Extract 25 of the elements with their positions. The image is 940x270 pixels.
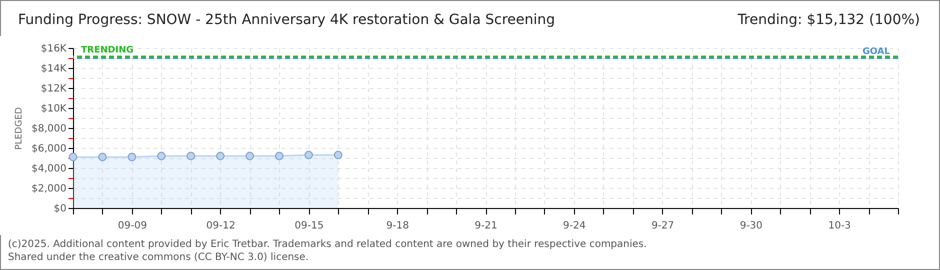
x-tick-label: 9-24: [563, 220, 586, 232]
y-tick-label: $12K: [40, 84, 67, 94]
y-tick-label: $6,000: [32, 144, 66, 154]
x-tick-label: 9-18: [386, 220, 409, 232]
x-tick-label: 9-21: [474, 220, 498, 232]
x-tick-label: 09-15: [294, 220, 324, 232]
y-tick-label: $16K: [40, 44, 67, 54]
y-tick-label: $4,000: [32, 164, 66, 174]
text: Shared under the creative commons (CC BY-NC 3.0) license.: [8, 252, 309, 263]
text: (c)2025. Additional content provided by Eric Tretbar. Trademarks and related content are owned by their respective companies.: [8, 239, 647, 250]
y-tick-label: $8,000: [32, 124, 66, 134]
y-tick-label: $14K: [40, 64, 67, 74]
x-tick-label: 10-3: [828, 220, 851, 232]
y-axis-title: PLEDGED: [14, 107, 25, 150]
y-tick-label: $10K: [40, 104, 67, 114]
chart-title: Funding Progress: SNOW - 25th Anniversary 4K restoration & Gala Screening: [18, 12, 556, 28]
y-tick-label: $0: [54, 204, 66, 214]
x-tick-label: 9-27: [651, 220, 674, 232]
y-tick-label: $2,000: [32, 184, 66, 194]
ref-line-label: GOAL: [862, 47, 890, 57]
x-tick-label: 9-30: [740, 220, 763, 232]
text: Trending: $15,132 (100%): [738, 12, 920, 28]
ref-line-label: TRENDING: [81, 46, 134, 56]
x-tick-label: 09-12: [206, 220, 236, 232]
x-tick-label: 09-09: [118, 220, 147, 232]
